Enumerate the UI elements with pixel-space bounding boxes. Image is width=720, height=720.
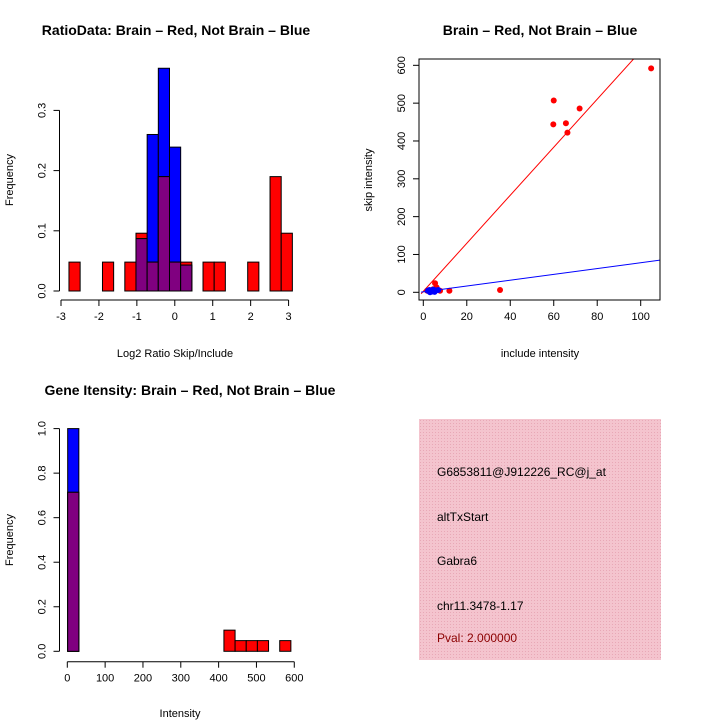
y-tick-label: 0.3 — [37, 103, 49, 118]
red-fit-line — [420, 59, 635, 295]
y-tick-label: 0 — [396, 289, 408, 295]
x-tick-label: 400 — [209, 673, 227, 685]
y-axis-label: Frequency — [4, 514, 16, 566]
x-tick-label: 20 — [461, 311, 473, 323]
x-tick-label: 0 — [420, 311, 426, 323]
chart-title: Gene Itensity: Brain – Red, Not Brain – … — [45, 382, 336, 398]
x-tick-label: 0 — [172, 311, 178, 323]
red-point — [550, 97, 557, 104]
y-tick-label: 500 — [396, 94, 408, 112]
y-tick-label: 0.0 — [37, 283, 49, 298]
y-tick-label: 200 — [396, 207, 408, 225]
y-tick-label: 300 — [396, 170, 408, 188]
red-bar — [256, 640, 270, 652]
red-bar — [234, 640, 247, 652]
y-tick-label: 0.2 — [37, 599, 49, 614]
x-tick-label: 80 — [591, 311, 603, 323]
red-bar — [247, 261, 260, 292]
x-tick-label: 200 — [134, 673, 152, 685]
overlap-bar — [157, 176, 170, 292]
red-bar — [223, 629, 236, 652]
red-point — [564, 129, 571, 136]
chart-title: RatioData: Brain – Red, Not Brain – Blue — [42, 22, 311, 38]
x-tick-label: 300 — [172, 673, 190, 685]
y-tick-label: 0.1 — [37, 223, 49, 238]
pval: Pval: 2.000000 — [437, 631, 517, 645]
red-bar — [213, 261, 226, 292]
red-bar — [280, 232, 293, 292]
red-point — [576, 105, 583, 112]
red-bar — [202, 261, 215, 292]
overlap-bar — [168, 261, 182, 292]
blue-point — [431, 288, 438, 295]
y-tick-label: 1.0 — [37, 421, 49, 436]
x-tick-label: -2 — [94, 311, 104, 323]
x-tick-label: 40 — [504, 311, 516, 323]
x-tick-label: 1 — [210, 311, 216, 323]
y-tick-label: 400 — [396, 132, 408, 150]
x-tick-label: 500 — [247, 673, 265, 685]
y-tick-label: 0.8 — [37, 465, 49, 480]
blue-fit-line — [421, 259, 660, 293]
red-bar — [269, 176, 282, 292]
event-type: altTxStart — [437, 510, 489, 524]
plot-box — [418, 58, 661, 301]
y-tick-label: 100 — [396, 245, 408, 263]
y-axis-label: skip intensity — [363, 148, 375, 211]
blue-series — [421, 259, 660, 296]
x-tick-label: 2 — [248, 311, 254, 323]
overlap-bar — [67, 491, 80, 652]
info-background — [419, 419, 661, 660]
x-axis-label: Intensity — [160, 708, 201, 720]
x-tick-label: 0 — [64, 673, 70, 685]
red-bar — [101, 261, 115, 292]
x-tick-label: 60 — [548, 311, 560, 323]
red-series — [420, 59, 655, 295]
x-tick-label: -1 — [132, 311, 142, 323]
gene-name: Gabra6 — [437, 554, 477, 568]
x-tick-label: 100 — [632, 311, 650, 323]
info-panel: G6853811@J912226_RC@j_at altTxStart Gabr… — [419, 419, 661, 660]
red-point — [562, 120, 569, 127]
y-tick-label: 0.0 — [37, 644, 49, 659]
red-point — [446, 287, 453, 294]
blue-point — [426, 287, 433, 294]
red-point — [550, 121, 557, 128]
y-tick-label: 0.6 — [37, 510, 49, 525]
intensity-scatter: Brain – Red, Not Brain – Blue include in… — [363, 22, 661, 360]
probe-id: G6853811@J912226_RC@j_at — [437, 465, 607, 479]
red-point — [648, 65, 655, 72]
x-axis-label: include intensity — [501, 348, 580, 360]
overlap-bar — [135, 238, 148, 292]
red-bar — [124, 261, 137, 292]
red-point — [497, 287, 504, 294]
red-bar — [279, 640, 292, 652]
overlap-bar — [146, 261, 159, 292]
chart-title: Brain – Red, Not Brain – Blue — [443, 22, 638, 38]
y-tick-label: 600 — [396, 56, 408, 74]
y-tick-label: 0.4 — [37, 555, 49, 570]
x-tick-label: 100 — [96, 673, 114, 685]
x-tick-label: 3 — [286, 311, 292, 323]
x-axis-label: Log2 Ratio Skip/Include — [117, 348, 233, 360]
red-bar — [245, 640, 258, 652]
gene-intensity-histogram: Gene Itensity: Brain – Red, Not Brain – … — [4, 382, 336, 720]
chromosome-location: chr11.3478-1.17 — [437, 599, 524, 613]
red-bar — [68, 261, 81, 292]
y-tick-label: 0.2 — [37, 163, 49, 178]
ratio-histogram: RatioData: Brain – Red, Not Brain – Blue… — [4, 22, 310, 360]
x-tick-label: -3 — [56, 311, 66, 323]
y-axis-label: Frequency — [4, 154, 16, 206]
x-tick-label: 600 — [285, 673, 303, 685]
overlap-bar — [180, 264, 193, 292]
